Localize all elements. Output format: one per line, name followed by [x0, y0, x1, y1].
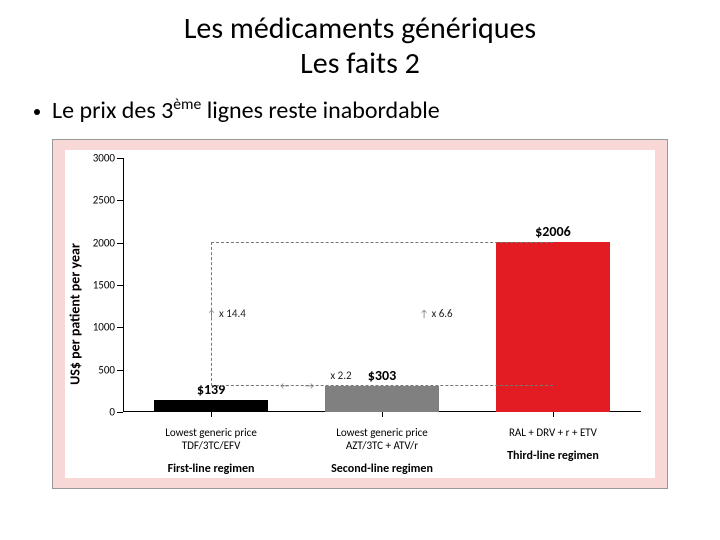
arrow-icon: ↑: [419, 307, 428, 320]
category-top: Lowest generic price: [131, 426, 291, 439]
category-mid: AZT/3TC + ATV/r: [302, 439, 462, 452]
regimen-label: First-line regimen: [131, 462, 291, 476]
bullet-superscript: ème: [173, 95, 201, 114]
bar: $139: [154, 400, 268, 412]
chart-inner: US$ per patient per year 050010001500200…: [65, 150, 655, 478]
reference-box: [211, 242, 553, 386]
bar-fill: [325, 386, 439, 412]
multiplier-label: x 14.4: [219, 307, 246, 320]
bullet-dot-icon: [34, 109, 40, 115]
category-top: Lowest generic price: [302, 426, 462, 439]
y-tick-label: 2000: [93, 236, 123, 249]
category-mid: TDF/3TC/EFV: [131, 439, 291, 452]
y-axis-label: US$ per patient per year: [67, 243, 84, 385]
y-tick-label: 1500: [93, 279, 123, 292]
y-tick-label: 0: [109, 406, 123, 419]
category-label: Lowest generic priceTDF/3TC/EFV First-lin…: [131, 412, 291, 477]
y-tick-label: 2500: [93, 194, 123, 207]
arrow-icon: ↑: [207, 307, 216, 320]
bar-fill: [154, 400, 268, 412]
bar-value-label: $2006: [535, 223, 570, 240]
y-tick-label: 3000: [93, 152, 123, 165]
bar: $303: [325, 386, 439, 412]
multiplier-label: x 6.6: [431, 307, 452, 320]
bullet-item: Le prix des 3ème lignes reste inabordabl…: [0, 81, 720, 133]
bullet-text-suffix: lignes reste inabordable: [201, 96, 439, 125]
arrow-icon: ←: [280, 379, 289, 392]
category-label: Lowest generic priceAZT/3TC + ATV/r Secon…: [302, 412, 462, 477]
title-line-2: Les faits 2: [300, 45, 420, 82]
title-line-1: Les médicaments génériques: [184, 10, 536, 47]
category-label: RAL + DRV + r + ETV Third-line regimen: [473, 412, 633, 464]
bullet-text-prefix: Le prix des 3: [52, 96, 173, 125]
regimen-label: Third-line regimen: [473, 449, 633, 463]
slide: Les médicaments génériques Les faits 2 L…: [0, 0, 720, 540]
multiplier-label: x 2.2: [330, 369, 351, 382]
arrow-icon: →: [305, 379, 314, 392]
chart-container: US$ per patient per year 050010001500200…: [52, 139, 668, 489]
y-tick-label: 500: [98, 363, 123, 376]
category-mid: RAL + DRV + r + ETV: [473, 426, 633, 439]
slide-title: Les médicaments génériques Les faits 2: [0, 0, 720, 81]
plot-area: 050010001500200025003000$139Lowest gener…: [123, 158, 641, 412]
regimen-label: Second-line regimen: [302, 462, 462, 476]
y-tick-label: 1000: [93, 321, 123, 334]
